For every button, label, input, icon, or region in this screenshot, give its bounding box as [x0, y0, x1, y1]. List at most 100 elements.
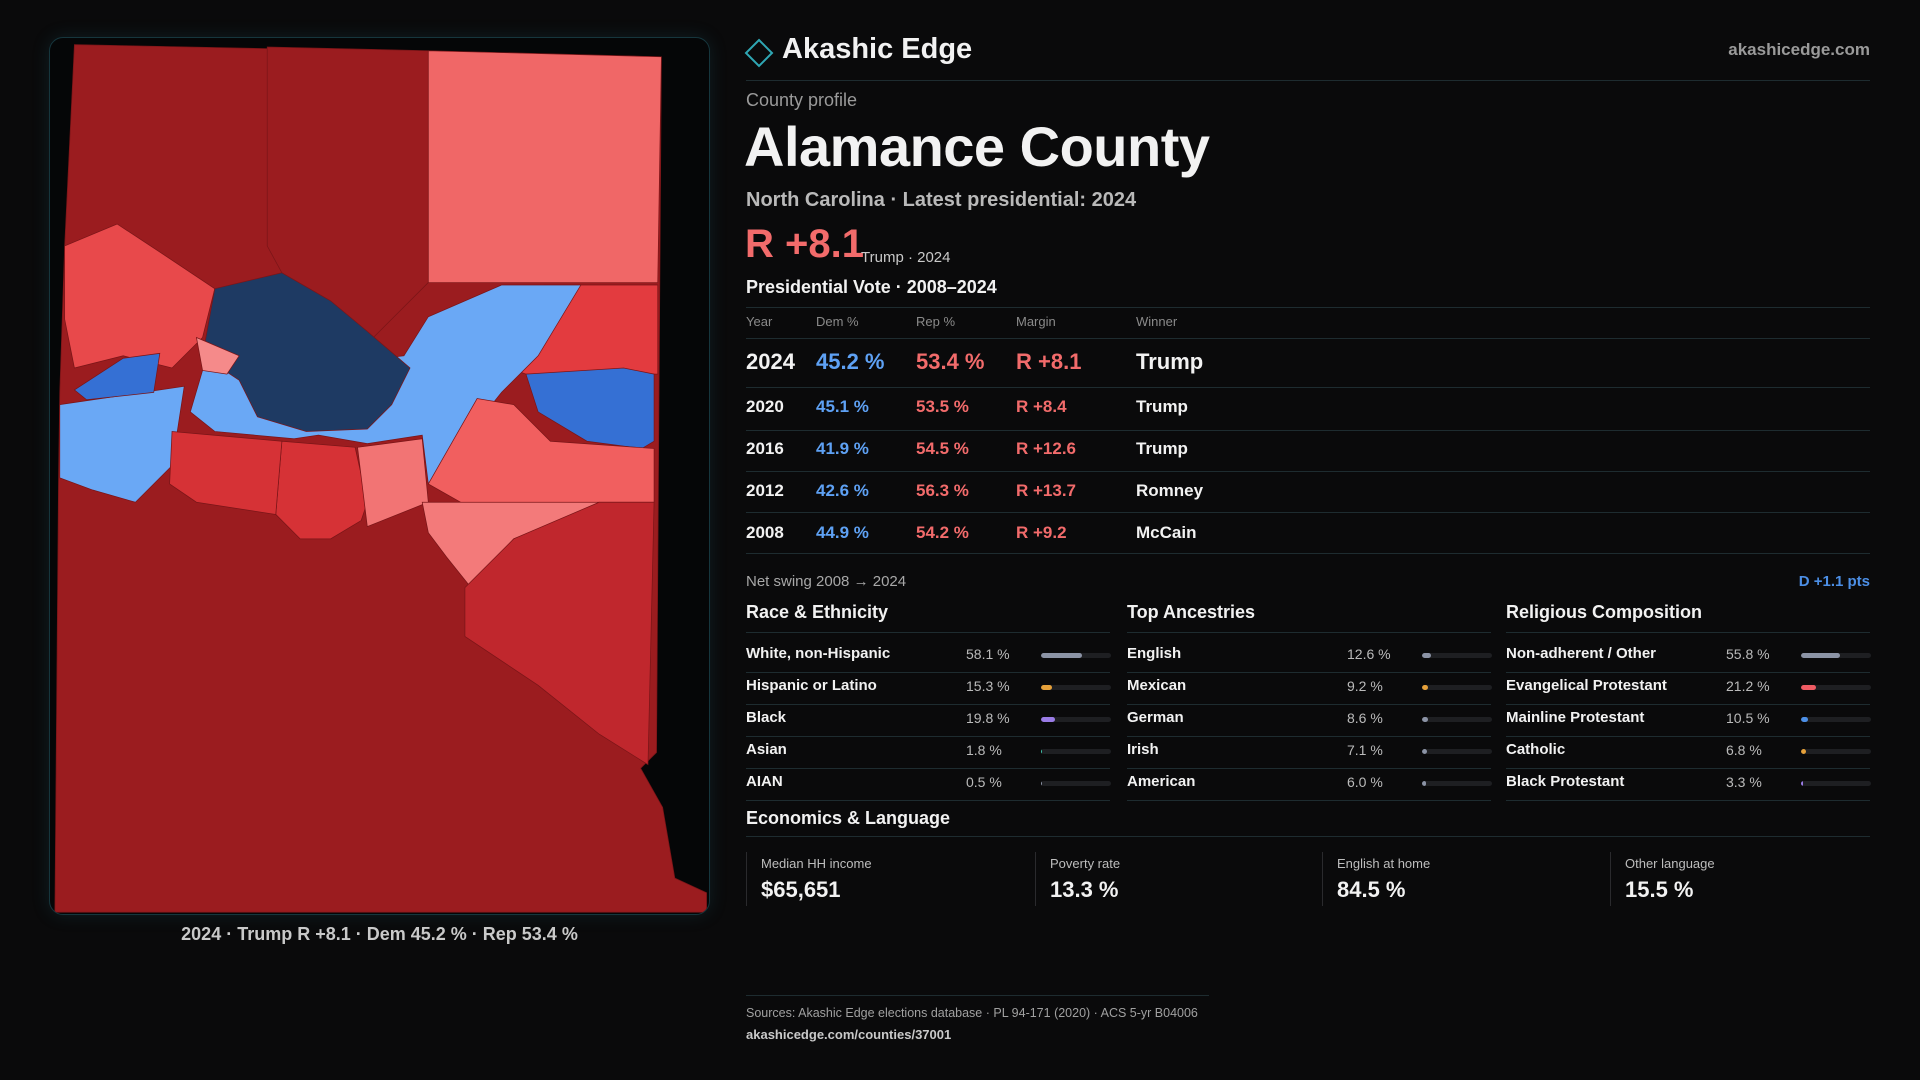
row-name: German [1127, 709, 1184, 726]
page-url[interactable]: akashicedge.com/counties/37001 [746, 1027, 952, 1042]
row-divider [746, 512, 1870, 513]
row-value: 1.8 % [966, 742, 1002, 758]
row-value: 58.1 % [966, 646, 1010, 662]
site-link[interactable]: akashicedge.com [1728, 40, 1870, 59]
row-value: 6.0 % [1347, 774, 1383, 790]
row-divider [746, 672, 1110, 673]
vote-cell: 54.5 % [916, 439, 969, 458]
econ-heading: Economics & Language [746, 808, 951, 828]
bar [1801, 685, 1816, 690]
logo [744, 38, 774, 68]
row-divider [1506, 736, 1870, 737]
margin-note: Trump · 2024 [861, 249, 951, 266]
row-value: 3.3 % [1726, 774, 1762, 790]
brand: Akashic Edge [782, 33, 973, 65]
row-value: 7.1 % [1347, 742, 1383, 758]
row-value: 10.5 % [1726, 710, 1770, 726]
bar-track [1041, 749, 1111, 754]
row-divider [1127, 768, 1491, 769]
row-value: 19.8 % [966, 710, 1010, 726]
precinct [73, 352, 161, 401]
vote-cell: 42.6 % [816, 481, 869, 500]
row-name: Asian [746, 741, 787, 758]
bar-track [1801, 781, 1871, 786]
stat-value: 84.5 % [1337, 877, 1406, 902]
vote-cell: 45.1 % [816, 397, 869, 416]
row-value: 0.5 % [966, 774, 1002, 790]
sources: Sources: Akashic Edge elections database… [746, 1006, 1198, 1020]
row-divider [1127, 632, 1491, 633]
row-name: Mainline Protestant [1506, 709, 1645, 726]
row-divider [746, 632, 1110, 633]
vote-cell: Trump [1136, 349, 1204, 374]
stat-card: English at home 84.5 % [1322, 852, 1607, 906]
swing-value: D +1.1 pts [1798, 573, 1870, 590]
row-value: 6.8 % [1726, 742, 1762, 758]
row-name: Mexican [1127, 677, 1187, 694]
divider [746, 836, 1870, 837]
stat-value: 13.3 % [1050, 877, 1119, 902]
stat-value: $65,651 [761, 877, 841, 902]
stat-label: Median HH income [761, 856, 872, 871]
divider [746, 995, 1209, 996]
vote-cell: McCain [1136, 523, 1197, 542]
stat-value: 15.5 % [1625, 877, 1694, 902]
bar-track [1801, 717, 1871, 722]
group-heading: Top Ancestries [1127, 602, 1256, 622]
row-divider [1506, 800, 1870, 801]
row-divider [746, 553, 1870, 554]
row-divider [1127, 736, 1491, 737]
stat-label: Other language [1625, 856, 1715, 871]
row-name: Catholic [1506, 741, 1566, 758]
vote-cell: 2012 [746, 481, 784, 500]
group-heading: Race & Ethnicity [746, 602, 889, 622]
row-divider [746, 800, 1110, 801]
bar-track [1422, 781, 1492, 786]
stat-label: Poverty rate [1050, 856, 1121, 871]
row-name: Black Protestant [1506, 773, 1625, 790]
row-value: 8.6 % [1347, 710, 1383, 726]
subtitle: North Carolina · Latest presidential: 20… [746, 189, 1137, 211]
group-heading: Religious Composition [1506, 602, 1702, 622]
bar-track [1801, 749, 1871, 754]
row-divider [746, 387, 1870, 388]
row-value: 21.2 % [1726, 678, 1770, 694]
bar [1422, 717, 1429, 722]
vote-cell: 2024 [746, 349, 795, 374]
precinct [525, 367, 655, 449]
row-name: Non-adherent / Other [1506, 645, 1657, 662]
vote-cell: Trump [1136, 397, 1188, 416]
column-header: Margin [1016, 314, 1056, 329]
stat-card: Other language 15.5 % [1610, 852, 1895, 906]
precinct [464, 501, 655, 766]
row-value: 15.3 % [966, 678, 1010, 694]
bar-track [1801, 653, 1871, 658]
divider [746, 80, 1870, 81]
row-name: Evangelical Protestant [1506, 677, 1667, 694]
vote-cell: Trump [1136, 439, 1188, 458]
map-panel [49, 37, 710, 915]
bar [1422, 781, 1427, 786]
row-divider [1127, 704, 1491, 705]
row-divider [746, 430, 1870, 431]
row-divider [746, 307, 1870, 308]
vote-cell: 54.2 % [916, 523, 969, 542]
bar [1422, 685, 1429, 690]
precinct [169, 431, 283, 515]
precinct [202, 272, 411, 432]
bar-track [1041, 717, 1111, 722]
vote-cell: R +13.7 [1016, 481, 1077, 500]
vote-cell: 2020 [746, 397, 784, 416]
stat-card: Median HH income $65,651 [746, 852, 1031, 906]
row-value: 9.2 % [1347, 678, 1383, 694]
vote-title: Presidential Vote · 2008–2024 [746, 277, 997, 297]
bar [1422, 653, 1431, 658]
bar [1801, 717, 1809, 722]
bar [1041, 653, 1082, 658]
row-divider [1127, 800, 1491, 801]
row-divider [746, 338, 1870, 339]
vote-cell: R +9.2 [1016, 523, 1067, 542]
vote-cell: 53.5 % [916, 397, 969, 416]
row-divider [746, 768, 1110, 769]
